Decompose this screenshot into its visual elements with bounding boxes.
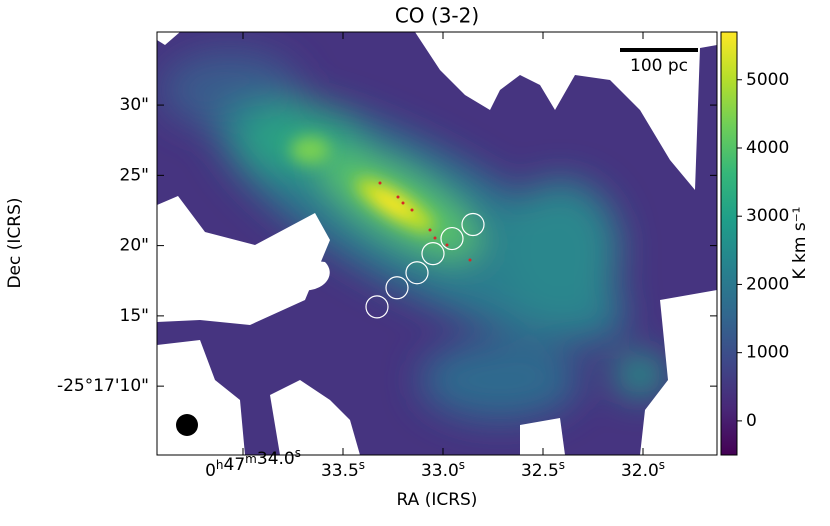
y-tick-label: 25" bbox=[120, 165, 149, 185]
colorbar-tick-label: 4000 bbox=[746, 138, 789, 158]
x-tick-label: 33.0s bbox=[421, 458, 465, 482]
x-axis-label: RA (ICRS) bbox=[397, 490, 478, 510]
aperture bbox=[440, 226, 464, 251]
aperture bbox=[365, 295, 389, 319]
aperture bbox=[405, 261, 429, 285]
y-axis-label: Dec (ICRS) bbox=[5, 197, 25, 288]
colorbar-tick-label: 3000 bbox=[746, 206, 789, 226]
intensity-map bbox=[157, 32, 717, 455]
plot-frame bbox=[156, 31, 718, 456]
aperture bbox=[461, 212, 485, 237]
scale-bar-label: 100 pc bbox=[630, 56, 688, 76]
x-tick-label: 32.5s bbox=[521, 458, 565, 482]
y-tick-label: 15" bbox=[120, 306, 149, 326]
colorbar-tick-label: 0 bbox=[746, 411, 757, 431]
x-tick-label: 0h47m34.0s bbox=[205, 446, 301, 482]
colorbar-tick-label: 1000 bbox=[746, 343, 789, 363]
colorbar-tick-label: 2000 bbox=[746, 274, 789, 294]
y-tick-label: 20" bbox=[120, 236, 149, 256]
x-tick-label: 32.0s bbox=[621, 458, 665, 482]
y-tick-label: -25°17'10" bbox=[57, 376, 149, 396]
y-tick-label: 30" bbox=[120, 95, 149, 115]
chart-title: CO (3-2) bbox=[395, 4, 479, 28]
aperture bbox=[385, 276, 409, 300]
aperture bbox=[421, 242, 445, 266]
colorbar-label: K km s⁻¹ bbox=[790, 206, 810, 279]
colorbar bbox=[720, 31, 738, 456]
colorbar-tick-label: 5000 bbox=[746, 70, 789, 90]
x-tick-label: 33.5s bbox=[321, 458, 365, 482]
